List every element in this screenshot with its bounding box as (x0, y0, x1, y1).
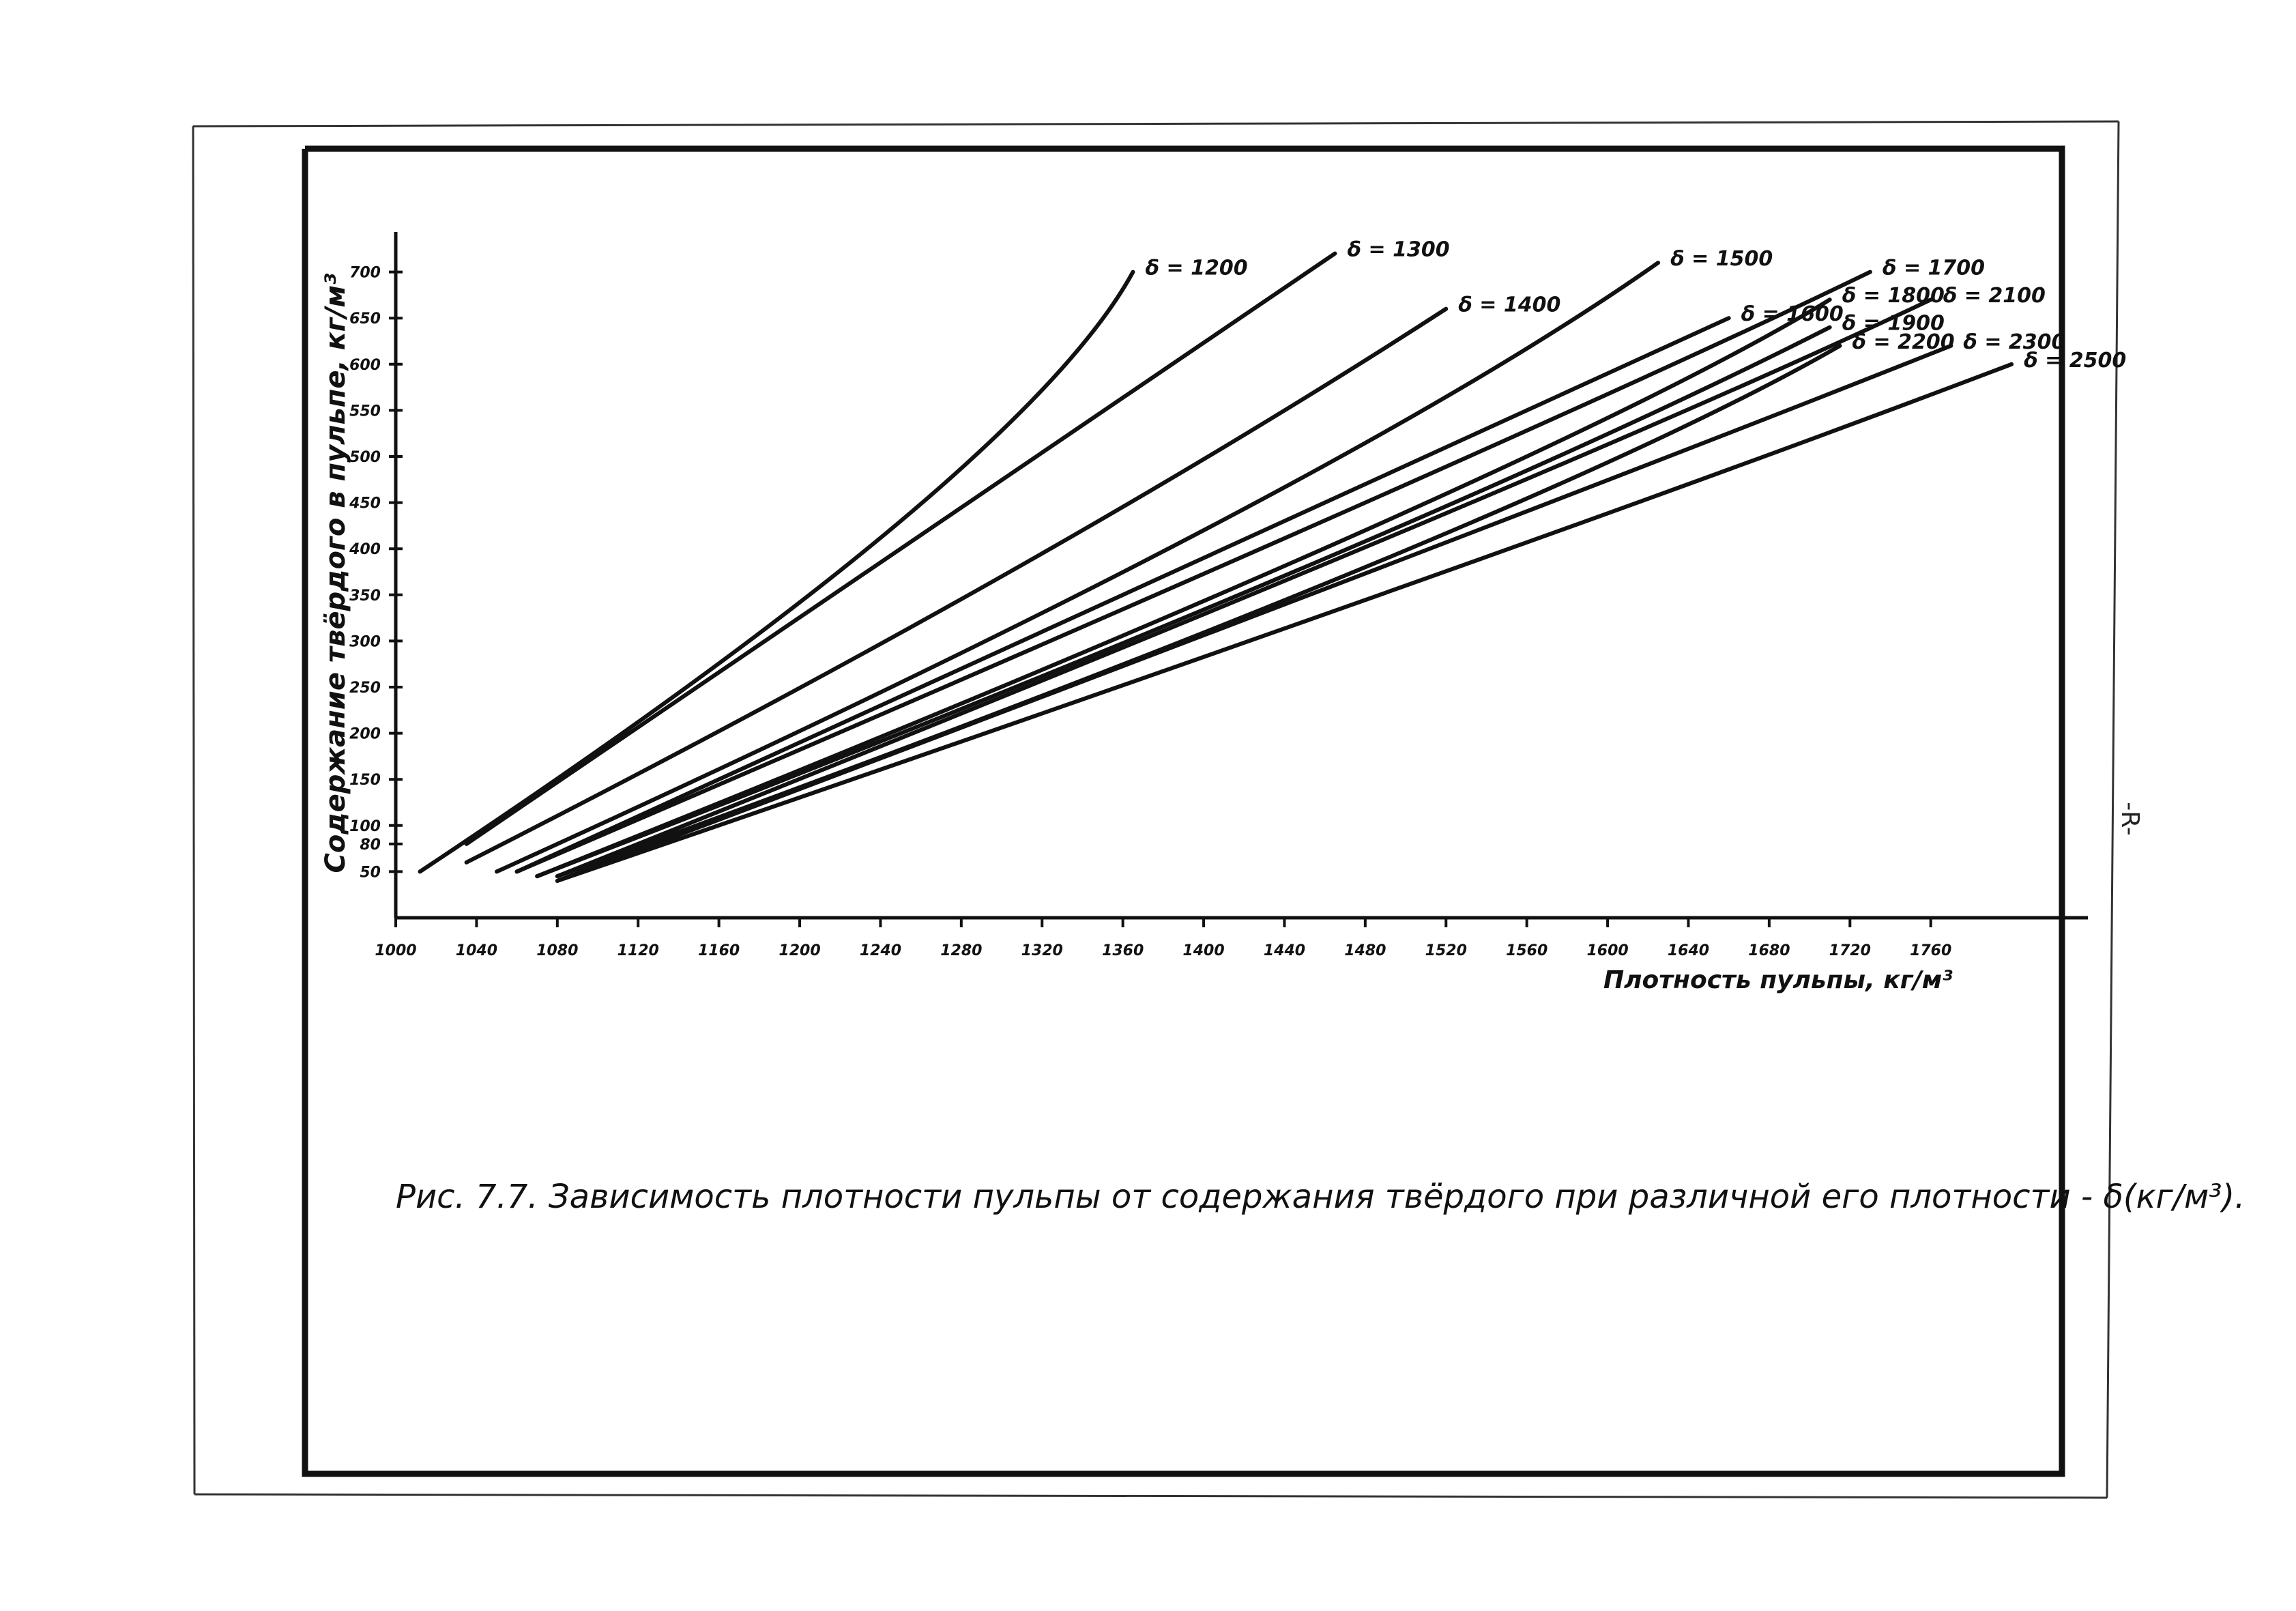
x-tick-label: 1520 (1425, 942, 1467, 959)
series-label: δ = 1600 (1741, 302, 1844, 326)
series-label: δ = 1700 (1883, 257, 1985, 280)
x-tick-label: 1240 (860, 942, 901, 959)
series-labels: δ = 1200 δ = 1300 δ = 1400 δ = 1500 δ = 1600… (1145, 238, 2126, 373)
series-label: δ = 1500 (1670, 247, 1773, 271)
series-line (535, 325, 1832, 879)
series-label: δ = 1400 (1458, 293, 1560, 317)
series-label: δ = 1900 (1842, 312, 1945, 336)
y-tick-label: 650 (349, 310, 381, 328)
series-label: δ = 1200 (1145, 257, 1247, 280)
series-label: δ = 2200 (1852, 330, 1954, 354)
series-line (535, 297, 1832, 879)
series-line (495, 261, 1661, 874)
x-tick-label: 1440 (1264, 942, 1305, 959)
x-axis-label: Плотность пульпы, кг/м³ (1603, 966, 1953, 994)
y-tick-label: 350 (349, 587, 381, 605)
x-tick-label: 1120 (617, 942, 659, 959)
series-line (464, 306, 1449, 865)
x-tick-label: 1000 (375, 942, 416, 959)
series-line (555, 297, 1933, 879)
outer-frame (192, 120, 2120, 1499)
series-label: δ = 1800 (1842, 284, 1945, 308)
x-tick-label: 1680 (1748, 942, 1790, 959)
y-tick-label: 100 (349, 818, 381, 835)
x-tick-label: 1160 (698, 942, 740, 959)
x-tick-label: 1640 (1668, 942, 1709, 959)
x-tick-label: 1080 (536, 942, 578, 959)
x-tick-label: 1280 (940, 942, 982, 959)
series-label: δ = 2300 (1963, 330, 2065, 354)
series-label: δ = 1300 (1347, 238, 1449, 262)
series-line (555, 343, 1953, 883)
x-tick-label: 1320 (1021, 942, 1063, 959)
y-tick-label: 500 (349, 449, 381, 466)
y-tick-label: 550 (349, 403, 381, 420)
x-tick-label: 1400 (1182, 942, 1224, 959)
x-tick-label: 1200 (779, 942, 820, 959)
x-tick-label: 1600 (1586, 942, 1628, 959)
x-tick-label: 1560 (1506, 942, 1547, 959)
y-tick-label: 700 (349, 265, 381, 282)
series-line (514, 270, 1872, 874)
y-ticks: 50 80 100 150 200 250 300 350 400 450 500 550 600 650… (349, 265, 403, 881)
inner-frame (302, 145, 2065, 1477)
x-tick-label: 1360 (1102, 942, 1144, 959)
series-line (555, 362, 2014, 883)
series-line (418, 270, 1135, 874)
series-line (464, 251, 1337, 846)
y-tick-label: 300 (349, 633, 381, 650)
x-tick-label: 1720 (1829, 942, 1871, 959)
x-tick-label: 1040 (456, 942, 497, 959)
series-lines (418, 251, 2014, 883)
y-axis-label: Содержание твёрдого в пульпе, кг/м³ (320, 273, 351, 873)
chart-axes (394, 232, 2088, 920)
series-label: δ = 2500 (2024, 349, 2126, 373)
y-tick-label: 150 (349, 772, 381, 789)
y-tick-label: 250 (349, 680, 381, 697)
y-tick-label: 80 (360, 837, 381, 854)
x-tick-label: 1480 (1344, 942, 1386, 959)
y-tick-label: 600 (349, 357, 381, 374)
x-ticks: 1000 1040 1080 1120 1160 1200 1240 1280 1320 1360… (375, 918, 1951, 959)
y-tick-label: 200 (349, 726, 381, 743)
y-tick-label: 50 (360, 864, 381, 881)
margin-note: -R- (2116, 802, 2144, 836)
y-tick-label: 450 (349, 495, 381, 512)
series-label: δ = 2100 (1943, 284, 2046, 308)
series-line (514, 316, 1731, 874)
x-tick-label: 1760 (1910, 942, 1951, 959)
figure-caption: Рис. 7.7. Зависимость плотности пульпы о… (396, 1178, 2245, 1216)
y-tick-label: 400 (349, 541, 381, 558)
